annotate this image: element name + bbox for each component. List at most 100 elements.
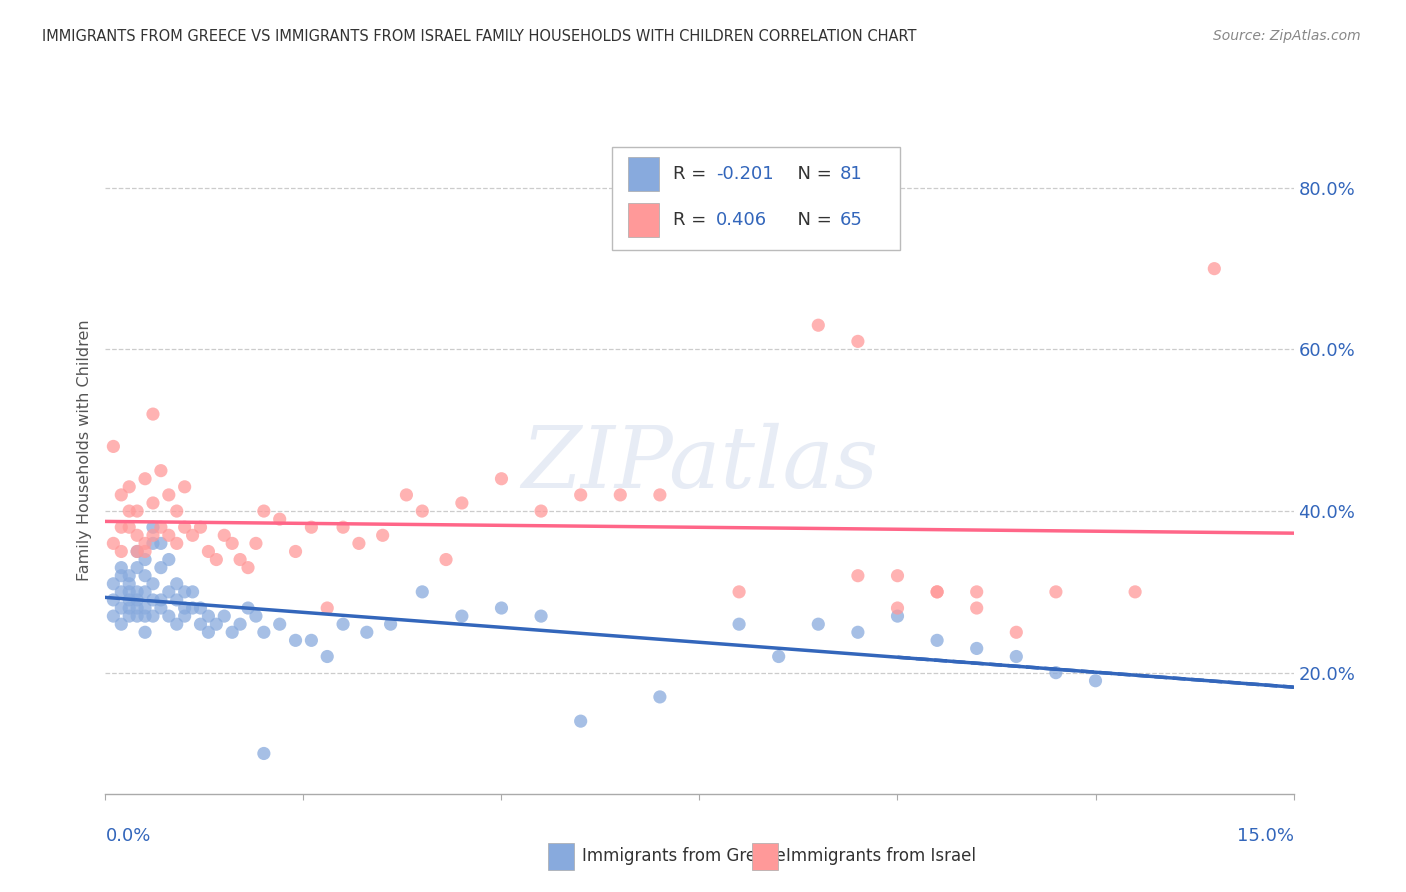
- Point: [149, 520, 172, 534]
- Point: [229, 552, 252, 566]
- Text: 81: 81: [839, 165, 862, 183]
- Point: [142, 536, 165, 550]
- Text: 0.0%: 0.0%: [105, 827, 150, 845]
- Point: [118, 520, 141, 534]
- Point: [157, 552, 180, 566]
- Text: Immigrants from Israel: Immigrants from Israel: [786, 847, 976, 865]
- Point: [380, 617, 402, 632]
- Point: [1084, 673, 1107, 688]
- Point: [166, 504, 188, 518]
- Point: [103, 576, 125, 591]
- Point: [134, 552, 156, 566]
- Point: [134, 609, 156, 624]
- Point: [530, 609, 553, 624]
- Point: [157, 528, 180, 542]
- Point: [166, 593, 188, 607]
- Point: [450, 609, 472, 624]
- Point: [190, 601, 212, 615]
- Point: [127, 601, 149, 615]
- Point: [190, 617, 212, 632]
- Point: [1123, 585, 1146, 599]
- Point: [134, 544, 156, 558]
- Point: [214, 609, 236, 624]
- Point: [118, 480, 141, 494]
- Point: [609, 488, 631, 502]
- Point: [134, 601, 156, 615]
- Point: [149, 536, 172, 550]
- Point: [569, 488, 592, 502]
- Point: [1204, 261, 1226, 276]
- Point: [197, 544, 219, 558]
- Point: [103, 609, 125, 624]
- Point: [110, 560, 132, 574]
- Point: [157, 585, 180, 599]
- Point: [299, 633, 322, 648]
- Point: [142, 609, 165, 624]
- Point: [103, 536, 125, 550]
- Y-axis label: Family Households with Children: Family Households with Children: [77, 319, 93, 582]
- Point: [127, 585, 149, 599]
- Point: [149, 560, 172, 574]
- Point: [886, 601, 908, 615]
- Point: [157, 609, 180, 624]
- Point: [807, 318, 830, 333]
- Point: [253, 747, 276, 761]
- Text: -0.201: -0.201: [716, 165, 773, 183]
- Point: [886, 609, 908, 624]
- Point: [142, 520, 165, 534]
- Point: [253, 625, 276, 640]
- Text: 0.406: 0.406: [716, 211, 766, 229]
- Point: [253, 504, 276, 518]
- Point: [127, 504, 149, 518]
- Text: ZIPatlas: ZIPatlas: [520, 423, 879, 506]
- Point: [197, 609, 219, 624]
- Point: [269, 512, 291, 526]
- Point: [569, 714, 592, 728]
- Point: [966, 585, 988, 599]
- Point: [925, 585, 948, 599]
- Text: Source: ZipAtlas.com: Source: ZipAtlas.com: [1213, 29, 1361, 43]
- Point: [127, 544, 149, 558]
- Text: N =: N =: [786, 165, 838, 183]
- Point: [284, 544, 307, 558]
- Point: [166, 617, 188, 632]
- Point: [245, 609, 267, 624]
- Point: [491, 472, 513, 486]
- Point: [245, 536, 267, 550]
- Point: [925, 585, 948, 599]
- Point: [411, 585, 433, 599]
- Point: [356, 625, 378, 640]
- Point: [134, 536, 156, 550]
- Point: [316, 601, 339, 615]
- Point: [221, 625, 243, 640]
- Point: [491, 601, 513, 615]
- Point: [347, 536, 370, 550]
- Text: R =: R =: [673, 211, 713, 229]
- Point: [269, 617, 291, 632]
- Point: [371, 528, 394, 542]
- Point: [886, 568, 908, 582]
- Point: [166, 536, 188, 550]
- Point: [846, 568, 869, 582]
- Point: [173, 601, 195, 615]
- Point: [173, 585, 195, 599]
- Point: [142, 593, 165, 607]
- Point: [181, 528, 204, 542]
- Point: [728, 585, 751, 599]
- Point: [221, 536, 243, 550]
- Point: [332, 617, 354, 632]
- Point: [846, 334, 869, 349]
- Point: [157, 488, 180, 502]
- Point: [118, 504, 141, 518]
- Point: [1045, 665, 1067, 680]
- Point: [411, 504, 433, 518]
- Point: [966, 601, 988, 615]
- Point: [110, 568, 132, 582]
- Point: [142, 407, 165, 421]
- Point: [925, 633, 948, 648]
- Point: [118, 568, 141, 582]
- Point: [110, 585, 132, 599]
- Point: [205, 552, 228, 566]
- Point: [110, 520, 132, 534]
- Text: Immigrants from Greece: Immigrants from Greece: [582, 847, 786, 865]
